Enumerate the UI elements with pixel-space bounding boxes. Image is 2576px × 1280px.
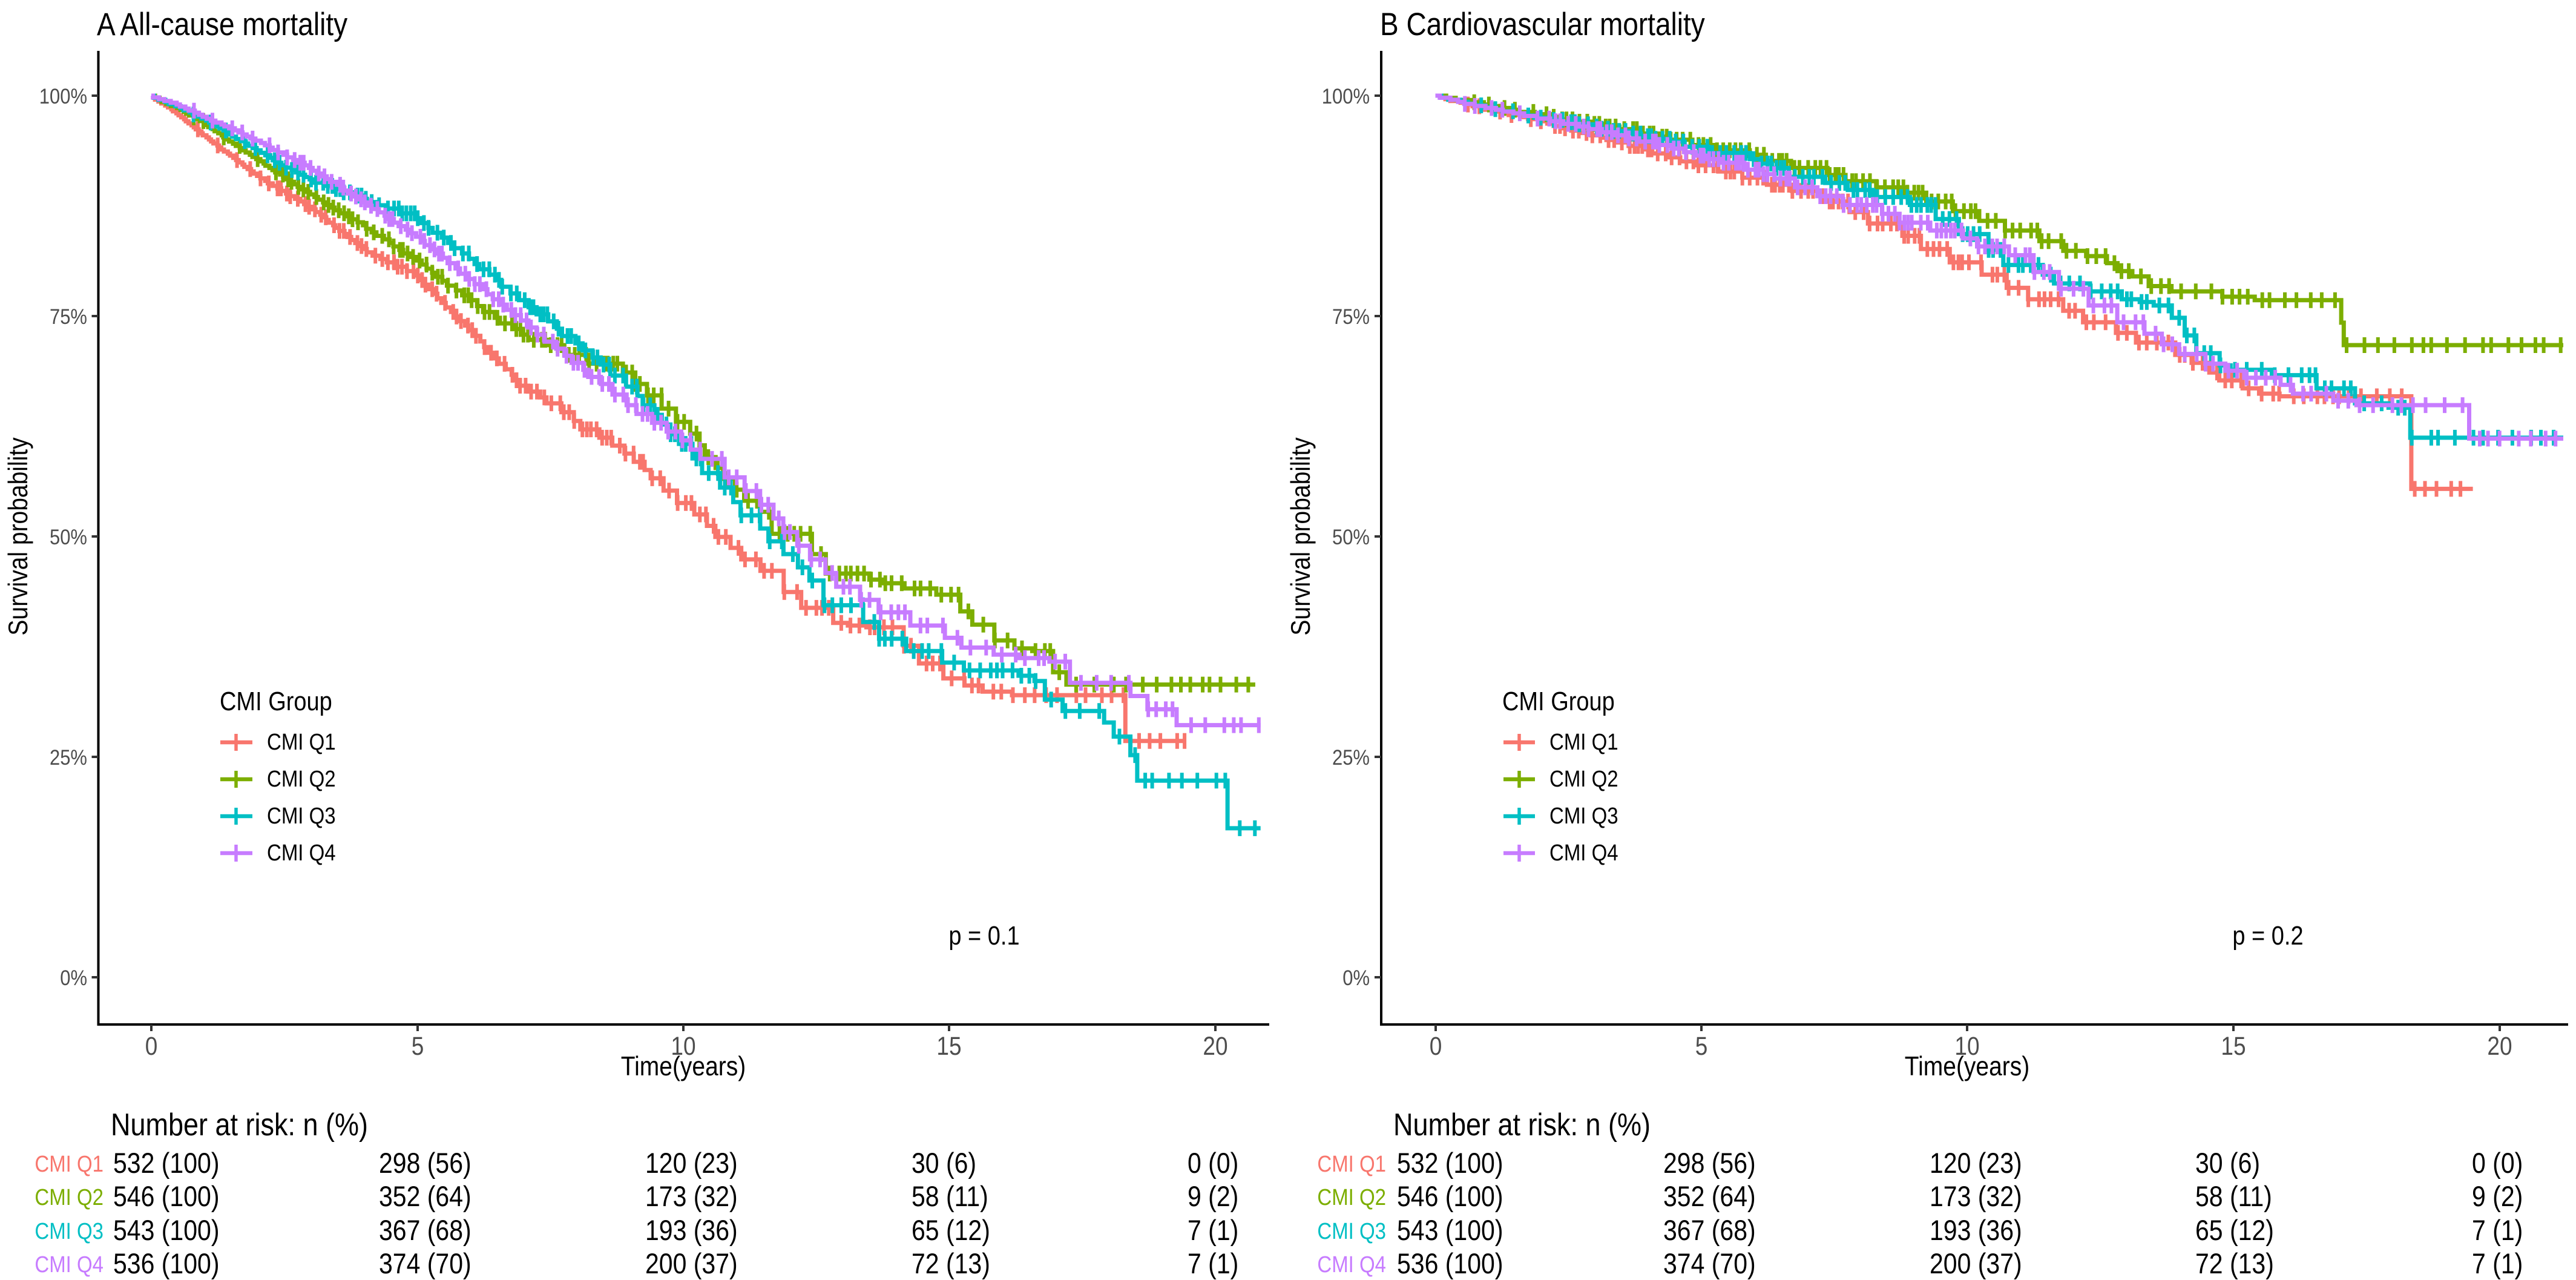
svg-text:Survival probability: Survival probability	[2, 437, 33, 635]
svg-text:536 (100): 536 (100)	[1397, 1248, 1503, 1279]
svg-text:100%: 100%	[39, 85, 87, 108]
svg-text:CMI Group: CMI Group	[1502, 687, 1615, 716]
svg-text:120 (23): 120 (23)	[645, 1147, 738, 1179]
svg-text:5: 5	[412, 1032, 424, 1061]
svg-text:0 (0): 0 (0)	[2472, 1147, 2523, 1179]
svg-text:543 (100): 543 (100)	[113, 1215, 219, 1246]
svg-text:72 (13): 72 (13)	[912, 1248, 990, 1279]
svg-text:CMI Q2: CMI Q2	[1317, 1184, 1386, 1210]
svg-text:0%: 0%	[1342, 966, 1370, 990]
svg-text:15: 15	[936, 1032, 961, 1061]
svg-text:0%: 0%	[60, 966, 87, 990]
svg-text:75%: 75%	[1332, 305, 1370, 329]
svg-text:546 (100): 546 (100)	[113, 1181, 219, 1212]
svg-text:0: 0	[145, 1032, 158, 1061]
svg-text:536 (100): 536 (100)	[113, 1248, 219, 1279]
svg-text:374 (70): 374 (70)	[1663, 1248, 1756, 1279]
svg-text:CMI Q1: CMI Q1	[1549, 729, 1618, 755]
svg-text:72 (13): 72 (13)	[2195, 1248, 2274, 1279]
svg-text:CMI Q1: CMI Q1	[1317, 1151, 1386, 1177]
svg-text:298 (56): 298 (56)	[379, 1147, 472, 1179]
svg-text:9 (2): 9 (2)	[1188, 1181, 1238, 1212]
svg-text:65 (12): 65 (12)	[2195, 1215, 2274, 1246]
svg-text:193 (36): 193 (36)	[645, 1215, 738, 1246]
svg-text:298 (56): 298 (56)	[1663, 1147, 1756, 1179]
svg-text:200 (37): 200 (37)	[645, 1248, 738, 1279]
svg-text:CMI Group: CMI Group	[220, 687, 332, 716]
svg-text:Number at risk: n (%): Number at risk: n (%)	[1393, 1107, 1651, 1143]
svg-text:367 (68): 367 (68)	[379, 1215, 472, 1246]
svg-text:65 (12): 65 (12)	[912, 1215, 990, 1246]
svg-text:30 (6): 30 (6)	[2195, 1147, 2260, 1179]
svg-text:Number at risk: n (%): Number at risk: n (%)	[111, 1107, 368, 1143]
svg-text:p = 0.2: p = 0.2	[2232, 921, 2303, 951]
svg-text:367 (68): 367 (68)	[1663, 1215, 1756, 1246]
svg-text:10: 10	[671, 1032, 695, 1061]
svg-text:352 (64): 352 (64)	[379, 1181, 472, 1212]
svg-text:58 (11): 58 (11)	[912, 1181, 988, 1212]
svg-text:200 (37): 200 (37)	[1930, 1248, 2022, 1279]
svg-text:374 (70): 374 (70)	[379, 1248, 472, 1279]
svg-text:193 (36): 193 (36)	[1930, 1215, 2022, 1246]
svg-text:532 (100): 532 (100)	[113, 1147, 219, 1179]
svg-text:75%: 75%	[50, 305, 87, 329]
svg-text:A All-cause mortality: A All-cause mortality	[97, 6, 347, 42]
svg-text:50%: 50%	[50, 526, 87, 549]
svg-text:7 (1): 7 (1)	[2472, 1215, 2523, 1246]
svg-text:0: 0	[1430, 1032, 1442, 1061]
svg-text:30 (6): 30 (6)	[912, 1147, 976, 1179]
svg-text:CMI Q4: CMI Q4	[34, 1252, 104, 1278]
svg-text:CMI Q3: CMI Q3	[1317, 1218, 1386, 1244]
svg-text:9 (2): 9 (2)	[2472, 1181, 2523, 1212]
svg-text:CMI Q2: CMI Q2	[1549, 766, 1618, 792]
svg-text:7 (1): 7 (1)	[2472, 1248, 2523, 1279]
svg-text:25%: 25%	[1332, 746, 1370, 770]
svg-text:Time(years): Time(years)	[621, 1051, 746, 1081]
svg-text:CMI Q3: CMI Q3	[1549, 803, 1618, 829]
svg-text:20: 20	[1203, 1032, 1227, 1061]
svg-text:10: 10	[1954, 1032, 1979, 1061]
svg-text:352 (64): 352 (64)	[1663, 1181, 1756, 1212]
svg-text:5: 5	[1695, 1032, 1708, 1061]
svg-text:7 (1): 7 (1)	[1188, 1215, 1238, 1246]
svg-text:p = 0.1: p = 0.1	[948, 921, 1019, 951]
svg-text:CMI Q4: CMI Q4	[1317, 1252, 1386, 1278]
svg-text:CMI Q1: CMI Q1	[267, 729, 336, 755]
svg-text:58 (11): 58 (11)	[2195, 1181, 2272, 1212]
svg-text:25%: 25%	[50, 746, 87, 770]
svg-text:CMI Q4: CMI Q4	[1549, 840, 1618, 866]
svg-text:CMI Q4: CMI Q4	[267, 840, 336, 866]
svg-text:50%: 50%	[1332, 526, 1370, 549]
svg-text:173 (32): 173 (32)	[645, 1181, 738, 1212]
svg-text:173 (32): 173 (32)	[1930, 1181, 2022, 1212]
svg-text:15: 15	[2221, 1032, 2246, 1061]
svg-text:20: 20	[2487, 1032, 2512, 1061]
svg-text:120 (23): 120 (23)	[1930, 1147, 2022, 1179]
svg-text:543 (100): 543 (100)	[1397, 1215, 1503, 1246]
svg-text:100%: 100%	[1322, 85, 1370, 108]
svg-text:B Cardiovascular mortality: B Cardiovascular mortality	[1380, 6, 1705, 42]
svg-text:546 (100): 546 (100)	[1397, 1181, 1503, 1212]
svg-text:0 (0): 0 (0)	[1188, 1147, 1238, 1179]
svg-text:CMI Q2: CMI Q2	[34, 1184, 104, 1210]
svg-text:532 (100): 532 (100)	[1397, 1147, 1503, 1179]
svg-text:CMI Q3: CMI Q3	[34, 1218, 104, 1244]
svg-text:Survival probability: Survival probability	[1285, 437, 1315, 635]
svg-text:Time(years): Time(years)	[1905, 1051, 2030, 1081]
svg-text:CMI Q2: CMI Q2	[267, 766, 336, 792]
svg-text:CMI Q1: CMI Q1	[34, 1151, 104, 1177]
svg-text:7 (1): 7 (1)	[1188, 1248, 1238, 1279]
svg-text:CMI Q3: CMI Q3	[267, 803, 336, 829]
